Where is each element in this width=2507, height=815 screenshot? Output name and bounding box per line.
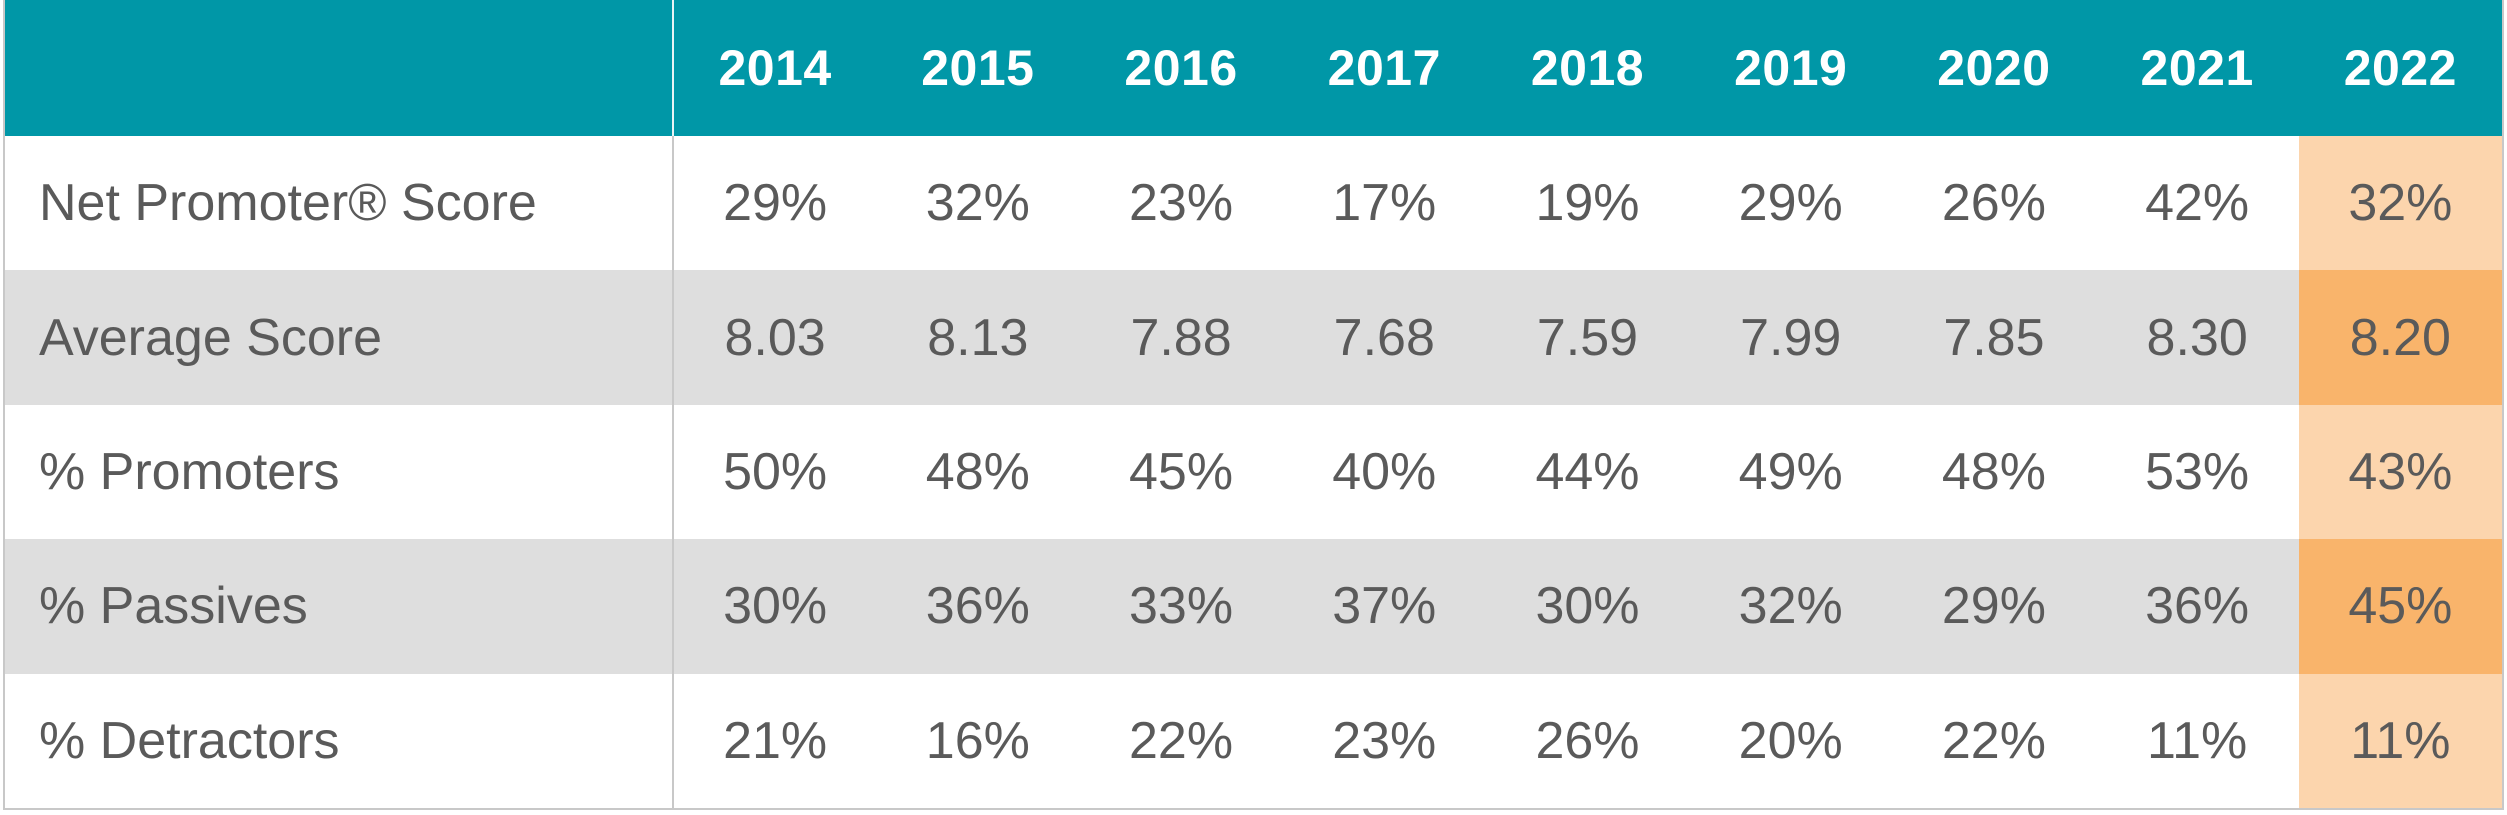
value-cell: 19% <box>1485 136 1690 271</box>
year-header: 2016 <box>1079 0 1283 136</box>
header-corner-cell <box>5 0 674 136</box>
value-cell: 23% <box>1282 673 1486 808</box>
year-header: 2015 <box>876 0 1080 136</box>
row-label: Net Promoter® Score <box>5 136 674 271</box>
value-cell: 48% <box>876 404 1080 540</box>
value-cell: 26% <box>1485 673 1690 808</box>
value-cell: 32% <box>1689 539 1893 674</box>
table-row: Average Score 8.03 8.13 7.88 7.68 7.59 7.99 7.8… <box>5 270 2502 405</box>
value-cell: 44% <box>1485 404 1690 540</box>
value-cell: 8.30 <box>2095 270 2299 405</box>
value-cell: 26% <box>1892 136 2096 271</box>
row-label: % Detractors <box>5 673 674 808</box>
value-cell: 8.13 <box>876 270 1080 405</box>
year-header: 2022 <box>2298 0 2502 136</box>
year-header: 2019 <box>1689 0 1893 136</box>
value-cell: 49% <box>1689 404 1893 540</box>
value-cell: 40% <box>1282 404 1486 540</box>
year-header: 2018 <box>1485 0 1690 136</box>
nps-table-container: 2014 2015 2016 2017 2018 2019 2020 2021 … <box>3 0 2504 810</box>
value-cell: 29% <box>673 136 877 271</box>
row-label: Average Score <box>5 270 674 405</box>
value-cell: 21% <box>673 673 877 808</box>
value-cell: 7.99 <box>1689 270 1893 405</box>
header-row: 2014 2015 2016 2017 2018 2019 2020 2021 … <box>5 0 2502 136</box>
value-cell: 29% <box>1689 136 1893 271</box>
value-cell: 7.85 <box>1892 270 2096 405</box>
value-cell: 33% <box>1079 539 1283 674</box>
value-cell: 50% <box>673 404 877 540</box>
value-cell: 48% <box>1892 404 2096 540</box>
highlighted-value-cell: 8.20 <box>2298 270 2502 405</box>
year-header: 2014 <box>673 0 877 136</box>
row-label: % Promoters <box>5 404 674 540</box>
value-cell: 32% <box>876 136 1080 271</box>
value-cell: 30% <box>1485 539 1690 674</box>
value-cell: 7.88 <box>1079 270 1283 405</box>
table-row: % Promoters 50% 48% 45% 40% 44% 49% 48% 53% 43% <box>5 404 2502 540</box>
value-cell: 7.59 <box>1485 270 1690 405</box>
table-row: % Detractors 21% 16% 22% 23% 26% 20% 22% 11% 11% <box>5 673 2502 808</box>
value-cell: 36% <box>2095 539 2299 674</box>
highlighted-value-cell: 45% <box>2298 539 2502 674</box>
value-cell: 22% <box>1079 673 1283 808</box>
value-cell: 45% <box>1079 404 1283 540</box>
table-body: Net Promoter® Score 29% 32% 23% 17% 19% 29% 26%… <box>5 136 2502 808</box>
year-header: 2021 <box>2095 0 2299 136</box>
table-row: % Passives 30% 36% 33% 37% 30% 32% 29% 36% 45% <box>5 539 2502 674</box>
value-cell: 16% <box>876 673 1080 808</box>
highlighted-value-cell: 43% <box>2298 404 2502 540</box>
value-cell: 36% <box>876 539 1080 674</box>
value-cell: 7.68 <box>1282 270 1486 405</box>
year-header: 2020 <box>1892 0 2096 136</box>
value-cell: 37% <box>1282 539 1486 674</box>
value-cell: 23% <box>1079 136 1283 271</box>
value-cell: 8.03 <box>673 270 877 405</box>
value-cell: 30% <box>673 539 877 674</box>
highlighted-value-cell: 11% <box>2298 673 2502 808</box>
nps-table: 2014 2015 2016 2017 2018 2019 2020 2021 … <box>5 0 2502 808</box>
value-cell: 42% <box>2095 136 2299 271</box>
value-cell: 29% <box>1892 539 2096 674</box>
table-row: Net Promoter® Score 29% 32% 23% 17% 19% 29% 26%… <box>5 136 2502 271</box>
value-cell: 20% <box>1689 673 1893 808</box>
value-cell: 22% <box>1892 673 2096 808</box>
value-cell: 53% <box>2095 404 2299 540</box>
highlighted-value-cell: 32% <box>2298 136 2502 271</box>
year-header: 2017 <box>1282 0 1486 136</box>
value-cell: 17% <box>1282 136 1486 271</box>
value-cell: 11% <box>2095 673 2299 808</box>
row-label: % Passives <box>5 539 674 674</box>
